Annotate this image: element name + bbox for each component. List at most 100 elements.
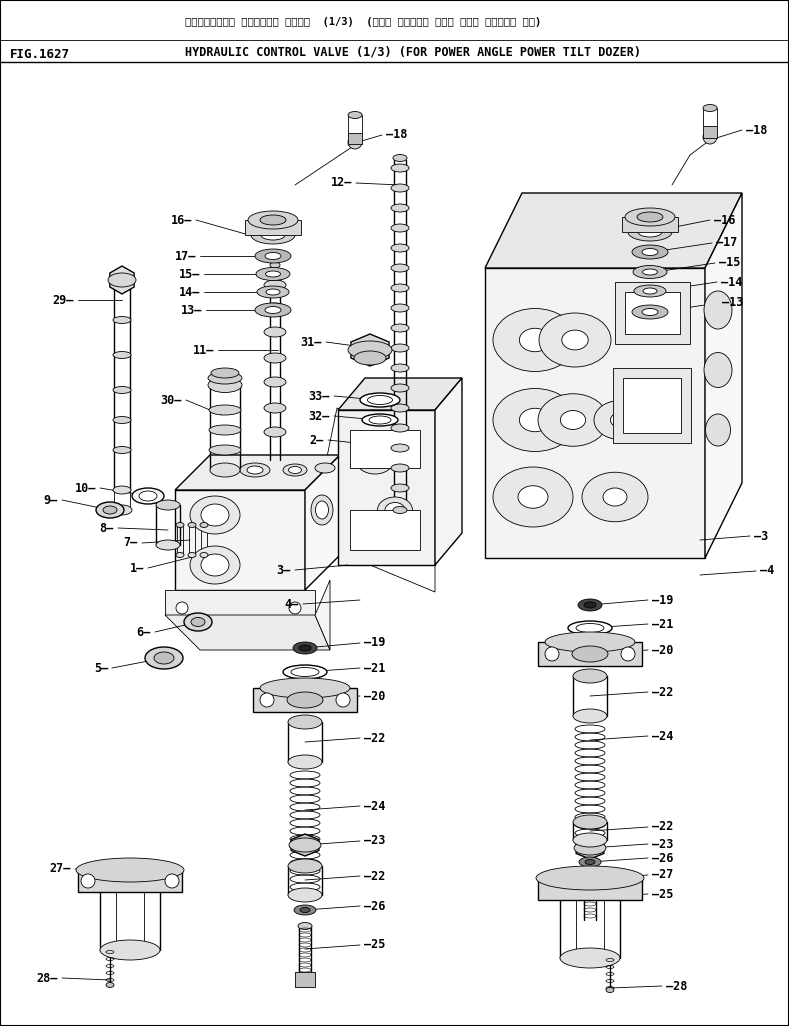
Text: —24: —24	[364, 799, 385, 813]
Ellipse shape	[348, 112, 362, 118]
Polygon shape	[175, 490, 305, 590]
Ellipse shape	[391, 344, 409, 352]
Ellipse shape	[154, 652, 174, 664]
Ellipse shape	[156, 500, 180, 510]
Polygon shape	[315, 580, 330, 650]
Text: —4: —4	[760, 564, 774, 578]
Ellipse shape	[106, 983, 114, 987]
Ellipse shape	[356, 446, 394, 474]
Ellipse shape	[260, 678, 350, 698]
Bar	[350, 510, 420, 550]
Text: —22: —22	[364, 869, 385, 882]
Circle shape	[81, 874, 95, 887]
Ellipse shape	[560, 948, 620, 968]
Polygon shape	[245, 220, 301, 235]
Ellipse shape	[190, 546, 240, 584]
Polygon shape	[175, 455, 340, 490]
Polygon shape	[110, 266, 134, 294]
Ellipse shape	[576, 624, 604, 632]
Text: —22: —22	[364, 732, 385, 745]
Text: 11—: 11—	[193, 344, 214, 356]
Text: —14: —14	[721, 276, 742, 288]
Ellipse shape	[642, 309, 658, 316]
Circle shape	[165, 874, 179, 887]
Ellipse shape	[572, 646, 608, 662]
Polygon shape	[622, 218, 678, 232]
Ellipse shape	[283, 665, 327, 679]
Ellipse shape	[634, 285, 666, 297]
Polygon shape	[338, 410, 435, 565]
Circle shape	[336, 693, 350, 707]
Ellipse shape	[288, 715, 322, 729]
Ellipse shape	[594, 400, 646, 439]
Ellipse shape	[391, 264, 409, 272]
Bar	[295, 972, 315, 987]
Text: 16—: 16—	[170, 213, 192, 227]
Text: 17—: 17—	[174, 249, 196, 263]
Ellipse shape	[188, 522, 196, 527]
Ellipse shape	[176, 552, 184, 557]
Ellipse shape	[201, 504, 229, 526]
Ellipse shape	[573, 709, 607, 723]
Polygon shape	[165, 590, 315, 615]
Text: —21: —21	[652, 618, 673, 631]
Ellipse shape	[641, 413, 659, 427]
Ellipse shape	[270, 262, 280, 268]
Ellipse shape	[626, 402, 674, 438]
Ellipse shape	[100, 940, 160, 960]
Ellipse shape	[385, 503, 405, 517]
Text: 29—: 29—	[53, 293, 74, 307]
Ellipse shape	[288, 859, 322, 873]
Ellipse shape	[583, 873, 597, 880]
Ellipse shape	[293, 642, 317, 654]
Ellipse shape	[362, 415, 398, 426]
Ellipse shape	[139, 491, 157, 501]
Ellipse shape	[360, 393, 400, 407]
Ellipse shape	[391, 324, 409, 332]
Ellipse shape	[562, 330, 589, 350]
Text: 33—: 33—	[308, 390, 330, 402]
Ellipse shape	[288, 887, 322, 902]
Text: 6—: 6—	[136, 626, 151, 638]
Ellipse shape	[632, 245, 668, 259]
Text: 30—: 30—	[161, 394, 182, 406]
Ellipse shape	[240, 463, 270, 477]
Ellipse shape	[76, 858, 184, 882]
Polygon shape	[485, 193, 742, 268]
Ellipse shape	[113, 316, 131, 323]
Ellipse shape	[493, 389, 577, 451]
Text: 28—: 28—	[36, 972, 58, 985]
Ellipse shape	[585, 860, 595, 865]
Bar	[613, 368, 691, 443]
Ellipse shape	[113, 352, 131, 358]
Ellipse shape	[113, 417, 131, 424]
Ellipse shape	[391, 284, 409, 292]
Ellipse shape	[625, 208, 675, 226]
Circle shape	[289, 602, 301, 614]
Ellipse shape	[96, 502, 124, 518]
Ellipse shape	[299, 645, 311, 652]
Ellipse shape	[584, 602, 596, 608]
Ellipse shape	[156, 540, 180, 550]
Ellipse shape	[393, 155, 407, 161]
Ellipse shape	[369, 416, 391, 424]
Polygon shape	[485, 268, 705, 558]
Ellipse shape	[145, 647, 183, 669]
Polygon shape	[538, 878, 642, 900]
Text: 27—: 27—	[50, 863, 71, 875]
Ellipse shape	[108, 273, 136, 287]
Text: 3—: 3—	[277, 563, 291, 577]
Ellipse shape	[391, 484, 409, 492]
Bar	[615, 282, 690, 344]
Ellipse shape	[288, 755, 322, 770]
Ellipse shape	[298, 922, 312, 930]
Ellipse shape	[256, 268, 290, 280]
Ellipse shape	[391, 224, 409, 232]
Ellipse shape	[493, 467, 573, 527]
Ellipse shape	[638, 227, 662, 237]
Ellipse shape	[573, 833, 607, 847]
Ellipse shape	[573, 669, 607, 683]
Text: —23: —23	[364, 834, 385, 847]
Ellipse shape	[642, 248, 658, 255]
Ellipse shape	[103, 506, 117, 514]
